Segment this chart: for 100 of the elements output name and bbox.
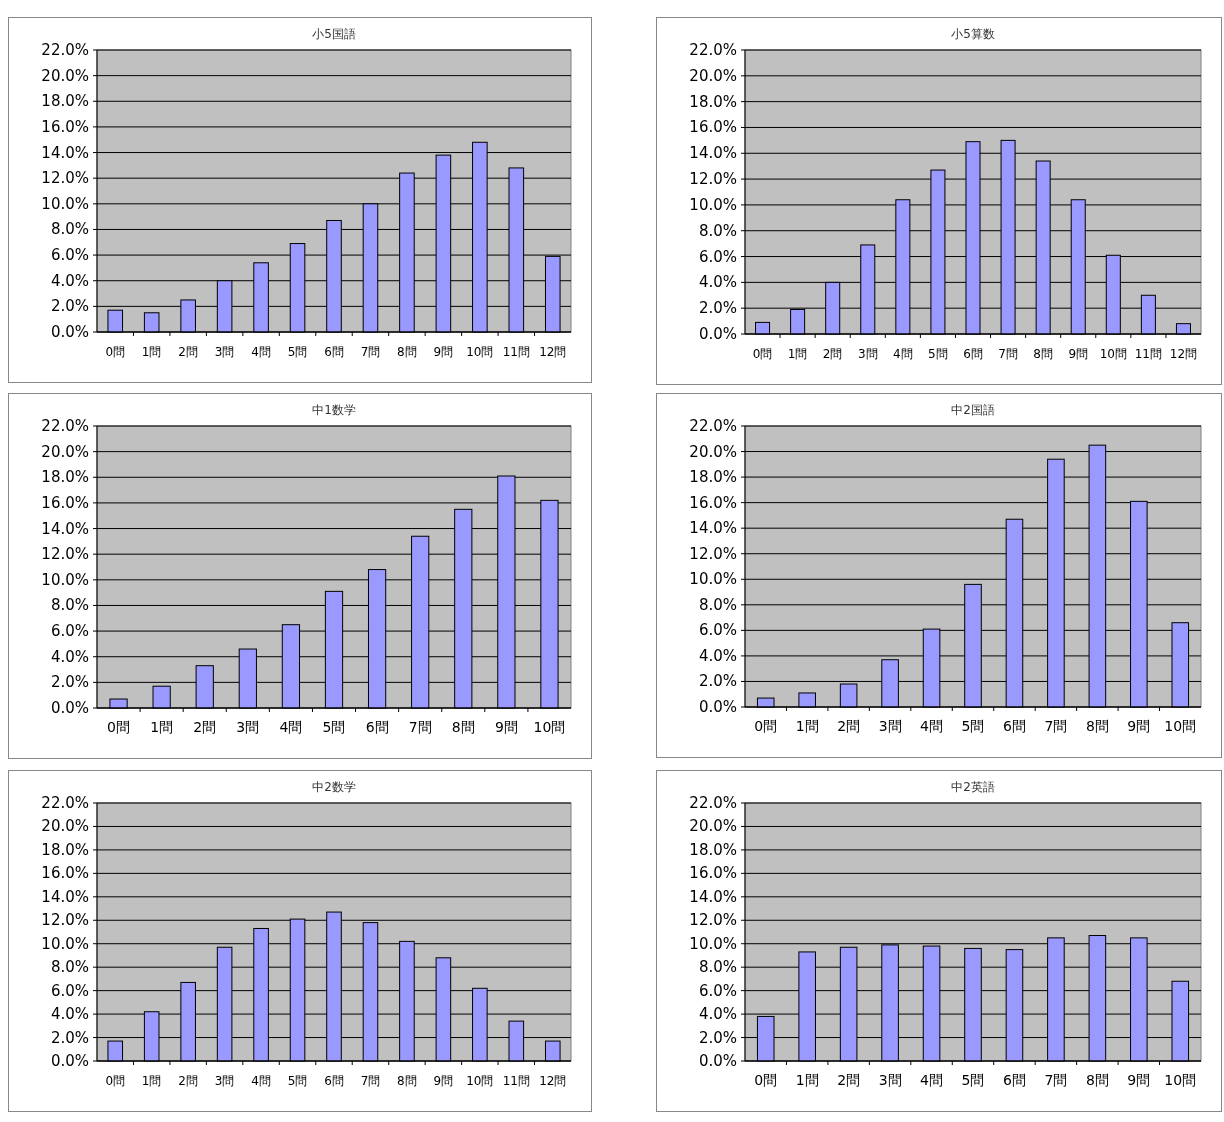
x-tick-label: 1問 — [141, 1074, 162, 1088]
y-tick-label: 6.0% — [698, 247, 737, 266]
x-tick-label: 10問 — [466, 345, 494, 359]
x-tick-label: 2問 — [837, 718, 861, 734]
x-tick-label: 0問 — [105, 1074, 126, 1088]
y-tick-label: 18.0% — [41, 468, 89, 487]
y-tick-label: 6.0% — [698, 621, 737, 640]
y-tick-label: 14.0% — [689, 519, 737, 538]
x-tick-label: 7問 — [998, 347, 1018, 361]
x-tick-label: 5問 — [322, 719, 346, 735]
y-tick-label: 0.0% — [698, 698, 737, 716]
y-tick-label: 22.0% — [689, 417, 737, 435]
x-tick-label: 3問 — [878, 718, 902, 734]
y-tick-label: 18.0% — [689, 92, 737, 111]
x-tick-label: 3問 — [214, 1074, 235, 1088]
y-tick-label: 16.0% — [41, 493, 89, 512]
y-tick-label: 16.0% — [689, 493, 737, 512]
y-tick-label: 2.0% — [50, 673, 89, 692]
y-tick-label: 12.0% — [689, 170, 737, 189]
y-tick-label: 12.0% — [41, 911, 89, 930]
y-tick-label: 10.0% — [689, 570, 737, 589]
x-tick-label: 0問 — [105, 345, 126, 359]
x-tick-label: 12問 — [539, 345, 567, 359]
x-tick-label: 9問 — [1127, 1072, 1151, 1088]
y-tick-label: 14.0% — [41, 519, 89, 538]
y-tick-label: 14.0% — [689, 144, 737, 163]
x-tick-label: 1問 — [141, 345, 162, 359]
y-tick-label: 8.0% — [698, 221, 737, 240]
x-tick-label: 6問 — [365, 719, 389, 735]
y-tick-label: 14.0% — [41, 143, 89, 162]
x-tick-label: 6問 — [324, 1074, 344, 1088]
y-tick-label: 0.0% — [50, 1052, 89, 1070]
y-tick-label: 14.0% — [41, 887, 89, 906]
y-tick-label: 0.0% — [698, 1052, 737, 1070]
x-tick-label: 1問 — [787, 347, 808, 361]
x-tick-label: 10問 — [1099, 347, 1127, 361]
y-tick-label: 16.0% — [689, 864, 737, 883]
y-tick-label: 0.0% — [50, 699, 89, 717]
x-tick-label: 12問 — [539, 1074, 567, 1088]
x-tick-label: 8問 — [451, 719, 475, 735]
x-tick-label: 0問 — [754, 718, 778, 734]
x-tick-label: 8問 — [1085, 718, 1109, 734]
x-tick-label: 10問 — [466, 1074, 494, 1088]
y-tick-label: 20.0% — [689, 817, 737, 836]
y-tick-label: 6.0% — [50, 622, 89, 641]
y-tick-label: 20.0% — [689, 442, 737, 461]
y-tick-label: 2.0% — [50, 1028, 89, 1047]
y-tick-label: 18.0% — [41, 92, 89, 111]
x-tick-label: 1問 — [150, 719, 174, 735]
chart-title: 中2国語 — [951, 403, 995, 417]
x-tick-label: 10問 — [533, 719, 566, 735]
y-tick-label: 12.0% — [41, 169, 89, 188]
x-tick-label: 6問 — [1002, 1072, 1026, 1088]
y-tick-label: 12.0% — [41, 545, 89, 564]
y-tick-label: 18.0% — [689, 840, 737, 859]
y-tick-label: 4.0% — [698, 1005, 737, 1024]
x-tick-label: 5問 — [961, 1072, 985, 1088]
y-tick-label: 12.0% — [689, 911, 737, 930]
x-tick-label: 4問 — [279, 719, 303, 735]
chart-title: 中2数学 — [312, 780, 356, 794]
y-tick-label: 4.0% — [50, 1005, 89, 1024]
y-tick-label: 20.0% — [41, 66, 89, 85]
x-tick-label: 6問 — [1002, 718, 1026, 734]
x-tick-label: 11問 — [502, 1074, 530, 1088]
y-tick-label: 6.0% — [698, 981, 737, 1000]
x-tick-label: 0問 — [752, 347, 773, 361]
x-tick-label: 5問 — [928, 347, 948, 361]
x-tick-label: 9問 — [1127, 718, 1151, 734]
x-tick-label: 0問 — [754, 1072, 778, 1088]
x-tick-label: 4問 — [893, 347, 913, 361]
x-tick-label: 10問 — [1164, 718, 1197, 734]
x-tick-label: 5問 — [961, 718, 985, 734]
y-tick-label: 16.0% — [41, 117, 89, 136]
y-tick-label: 6.0% — [50, 246, 89, 265]
x-tick-label: 8問 — [1033, 347, 1053, 361]
x-tick-label: 3問 — [878, 1072, 902, 1088]
y-tick-label: 10.0% — [689, 934, 737, 953]
y-tick-label: 20.0% — [689, 66, 737, 85]
x-tick-label: 6問 — [324, 345, 344, 359]
x-tick-label: 1問 — [795, 1072, 819, 1088]
chart-title: 小5国語 — [312, 27, 356, 41]
y-tick-label: 10.0% — [41, 934, 89, 953]
y-tick-label: 18.0% — [41, 840, 89, 859]
x-tick-label: 1問 — [795, 718, 819, 734]
y-tick-label: 22.0% — [41, 41, 89, 59]
x-tick-label: 4問 — [920, 1072, 944, 1088]
y-tick-label: 22.0% — [41, 417, 89, 435]
x-tick-label: 8問 — [397, 1074, 417, 1088]
x-tick-label: 7問 — [360, 1074, 381, 1088]
x-tick-label: 11問 — [502, 345, 530, 359]
y-tick-label: 4.0% — [698, 273, 737, 292]
y-tick-label: 14.0% — [689, 887, 737, 906]
x-tick-label: 9問 — [494, 719, 518, 735]
x-tick-label: 10問 — [1164, 1072, 1197, 1088]
y-tick-label: 2.0% — [698, 1028, 737, 1047]
y-tick-label: 4.0% — [50, 647, 89, 666]
y-tick-label: 0.0% — [698, 325, 737, 343]
y-tick-label: 0.0% — [50, 323, 89, 341]
x-tick-label: 4問 — [920, 718, 944, 734]
x-tick-label: 8問 — [1085, 1072, 1109, 1088]
